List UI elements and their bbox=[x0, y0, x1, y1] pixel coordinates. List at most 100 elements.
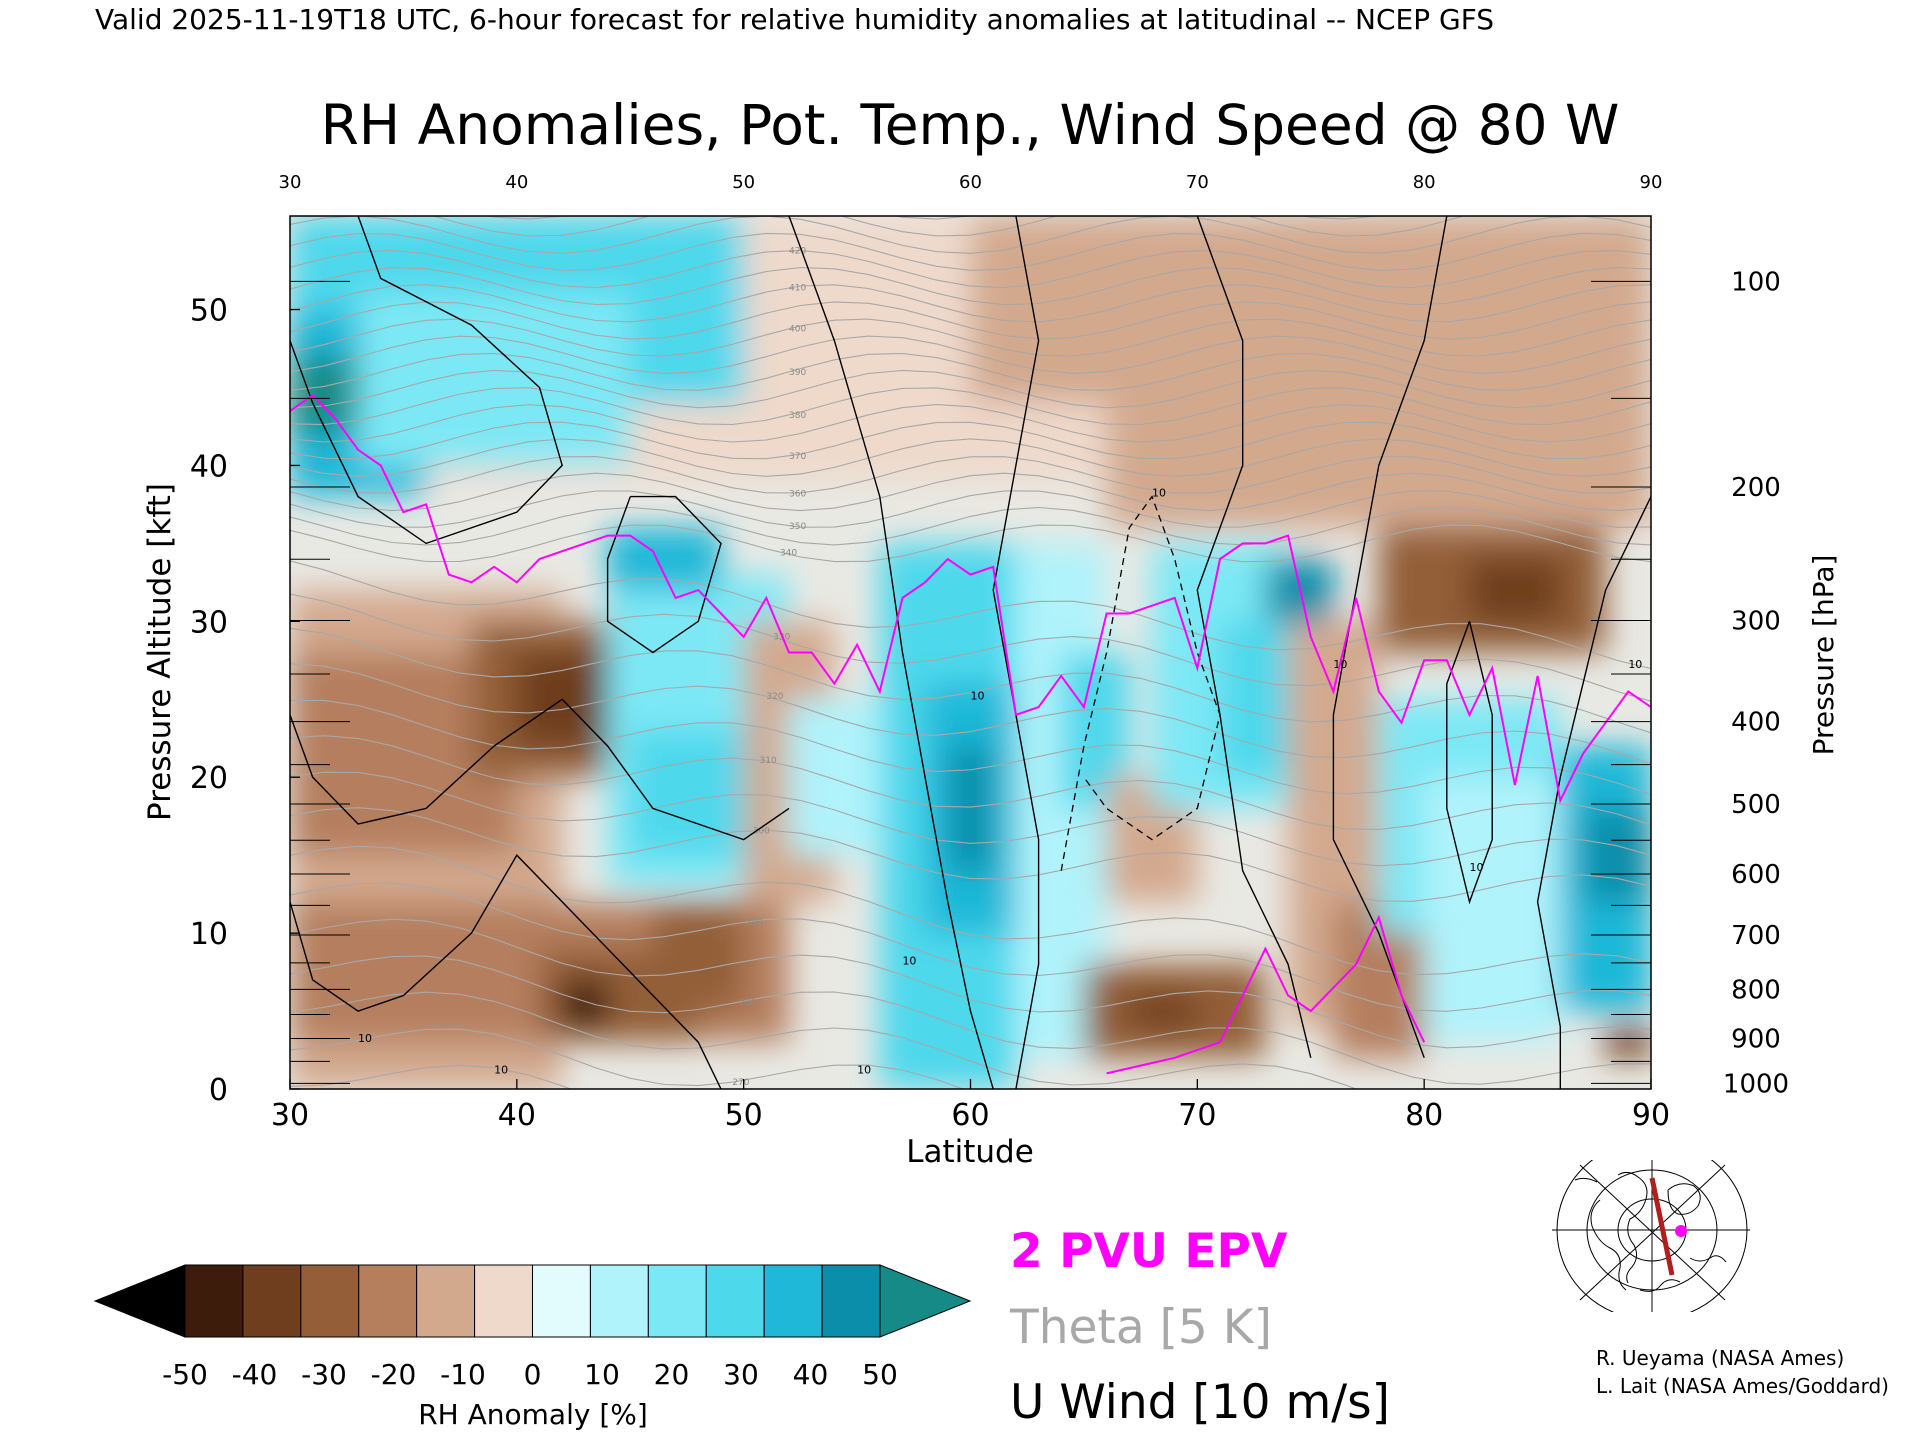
theta-contour-line bbox=[290, 472, 1651, 512]
x-axis-label: Latitude bbox=[906, 1134, 1034, 1170]
theta-contour-line bbox=[290, 387, 1651, 426]
rh-field-patch bbox=[1469, 558, 1561, 622]
colorbar-swatch bbox=[705, 1264, 765, 1338]
colorbar-tick-label: 10 bbox=[584, 1358, 620, 1391]
theta-contour-label: 380 bbox=[789, 411, 806, 421]
colorbar-swatch bbox=[474, 1264, 534, 1338]
colorbar-tick-label: 0 bbox=[524, 1358, 542, 1391]
colorbar-tick-label: -40 bbox=[232, 1358, 278, 1391]
theta-contour-line bbox=[290, 301, 1651, 340]
theta-contour-line bbox=[290, 918, 1651, 1049]
colorbar-swatch bbox=[763, 1264, 823, 1338]
credit-2: L. Lait (NASA Ames/Goddard) bbox=[1596, 1374, 1889, 1398]
legend-pv: 2 PVU EPV bbox=[1010, 1224, 1288, 1279]
u-wind-contour-line bbox=[992, 216, 1040, 1089]
u-wind-contour-label: 10 bbox=[1152, 487, 1166, 500]
pv-series-line bbox=[290, 393, 1651, 804]
theta-contour-line bbox=[290, 735, 1651, 830]
theta-contour-line bbox=[290, 560, 1651, 670]
top-x-tick-label: 30 bbox=[279, 172, 302, 193]
theta-contour-label: 390 bbox=[789, 368, 806, 378]
colorbar-tick-label: -10 bbox=[440, 1358, 486, 1391]
theta-contour-line bbox=[290, 699, 1651, 795]
u-wind-contour-line bbox=[1446, 621, 1493, 905]
y-tick-label: 30 bbox=[190, 605, 228, 640]
theta-contour-line bbox=[290, 663, 1651, 765]
pressure-tick-label: 900 bbox=[1731, 1024, 1781, 1054]
u-wind-contour-line bbox=[1536, 496, 1651, 1089]
theta-contour-line bbox=[290, 284, 1651, 323]
header-text: Valid 2025-11-19T18 UTC, 6-hour forecast… bbox=[95, 3, 1494, 36]
colorbar-swatch bbox=[416, 1264, 476, 1338]
top-x-tick-label: 60 bbox=[959, 172, 982, 193]
locator-map bbox=[1552, 1160, 1750, 1312]
y-tick-label: 10 bbox=[190, 917, 228, 952]
u-wind-contour-label: 10 bbox=[857, 1063, 871, 1076]
cross-section-line bbox=[1649, 1177, 1675, 1276]
u-wind-negative-contour bbox=[1060, 495, 1221, 871]
theta-contour-label: 350 bbox=[789, 522, 806, 532]
colorbar-swatch bbox=[184, 1264, 244, 1338]
colorbar-high-arrow bbox=[879, 1264, 972, 1338]
theta-contour-line bbox=[432, 216, 1466, 237]
y-tick-label: 0 bbox=[209, 1073, 228, 1108]
rh-field-patch bbox=[1129, 995, 1198, 1027]
theta-contour-line bbox=[290, 882, 1651, 1012]
u-wind-contour-line bbox=[290, 854, 722, 1089]
u-wind-contour-label: 10 bbox=[494, 1063, 508, 1076]
u-wind-contours bbox=[290, 216, 1651, 1089]
x-tick-label: 80 bbox=[1405, 1098, 1443, 1133]
top-x-tick-label: 50 bbox=[732, 172, 755, 193]
rh-field-patch bbox=[1220, 621, 1289, 778]
theta-contour-line bbox=[290, 456, 1651, 494]
pressure-tick-label: 600 bbox=[1731, 860, 1781, 890]
theta-contour-line bbox=[290, 421, 1651, 460]
colorbar-tick-label: -20 bbox=[371, 1358, 417, 1391]
theta-contour-line bbox=[290, 627, 1651, 734]
rh-field-patch bbox=[652, 901, 744, 1012]
colorbar-swatch bbox=[589, 1264, 649, 1338]
rh-field-patch bbox=[607, 527, 721, 591]
y-tick-label: 20 bbox=[190, 761, 228, 796]
theta-contour-line bbox=[290, 369, 1651, 409]
rh-field-patch bbox=[1605, 1026, 1651, 1058]
theta-contour-line bbox=[290, 845, 1651, 976]
colorbar-tick-label: -50 bbox=[162, 1358, 208, 1391]
theta-contour-label: 280 bbox=[739, 998, 756, 1008]
theta-contour-label: 420 bbox=[789, 246, 806, 256]
u-wind-contour-line bbox=[788, 216, 994, 1089]
theta-contour-line bbox=[290, 438, 1651, 477]
x-tick-label: 90 bbox=[1632, 1098, 1670, 1133]
theta-contour-label: 370 bbox=[789, 452, 806, 462]
u-wind-contour-line bbox=[290, 698, 790, 841]
theta-contour-line bbox=[290, 807, 1651, 902]
colorbar-swatch bbox=[358, 1264, 418, 1338]
theta-contour-line bbox=[290, 490, 1651, 528]
top-x-tick-label: 90 bbox=[1640, 172, 1663, 193]
u-wind-contour-label: 10 bbox=[1628, 658, 1642, 671]
theta-contour-line bbox=[290, 267, 1651, 306]
pressure-tick-label: 800 bbox=[1731, 975, 1781, 1005]
chart-title: RH Anomalies, Pot. Temp., Wind Speed @ 8… bbox=[321, 93, 1620, 157]
legend-uwind: U Wind [10 m/s] bbox=[1010, 1375, 1390, 1430]
rh-field-patch bbox=[562, 979, 608, 1027]
pressure-ticks bbox=[290, 280, 1651, 1084]
theta-contour-label: 310 bbox=[760, 756, 777, 766]
colorbar-tick-label: -30 bbox=[301, 1358, 347, 1391]
pressure-tick-label: 300 bbox=[1731, 607, 1781, 637]
theta-contour-label: 360 bbox=[789, 489, 806, 499]
x-tick-label: 40 bbox=[498, 1098, 536, 1133]
theta-contour-line bbox=[290, 335, 1651, 374]
rh-field-patch bbox=[630, 730, 744, 856]
colorbar-tick-label: 30 bbox=[723, 1358, 759, 1391]
x-tick-label: 70 bbox=[1178, 1098, 1216, 1133]
y-axis-label: Pressure Altitude [kft] bbox=[142, 483, 178, 821]
theta-contour-label: 400 bbox=[789, 325, 806, 335]
top-x-tick-label: 80 bbox=[1413, 172, 1436, 193]
u-wind-contour-line bbox=[290, 216, 563, 545]
rh-field-patch bbox=[947, 746, 994, 871]
y-tick-label: 40 bbox=[190, 449, 228, 484]
theta-contour-line bbox=[290, 352, 1651, 391]
